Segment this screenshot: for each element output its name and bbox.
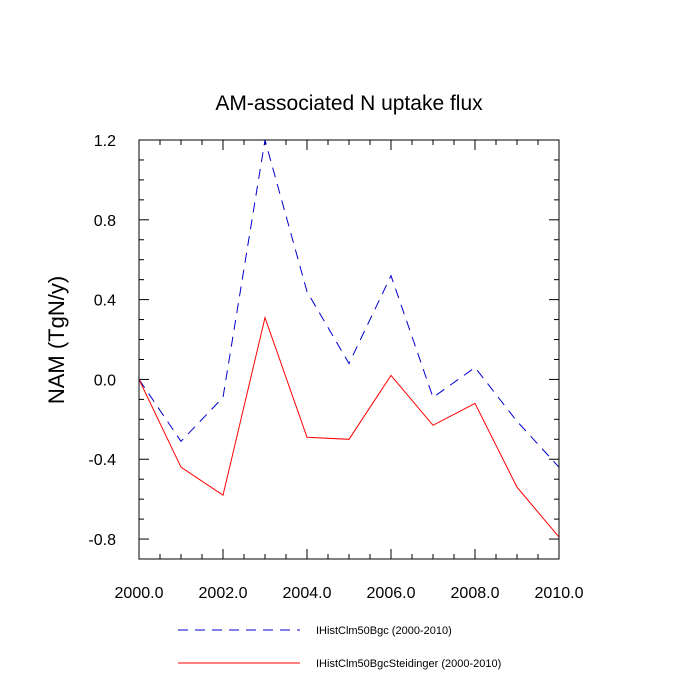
y-tick-label: 0.8 xyxy=(94,213,116,230)
y-tick-label: 1.2 xyxy=(94,133,116,150)
x-tick-label: 2004.0 xyxy=(283,585,332,602)
major-ticks xyxy=(138,139,560,559)
series-line-1 xyxy=(138,139,560,468)
x-tick-label: 2002.0 xyxy=(199,585,248,602)
series-line-2 xyxy=(138,315,560,538)
legend-label: IHistClm50BgcSteidinger (2000-2010) xyxy=(316,658,501,670)
x-tick-label: 2006.0 xyxy=(367,585,416,602)
series-layer xyxy=(138,139,560,538)
y-tick-label: -0.4 xyxy=(88,452,116,469)
legend: IHistClm50Bgc (2000-2010) IHistClm50BgcSt… xyxy=(178,625,501,670)
y-tick-label: 0.0 xyxy=(94,372,116,389)
x-tick-label: 2010.0 xyxy=(535,585,584,602)
y-tick-label: -0.8 xyxy=(88,532,116,549)
x-tick-labels: 2000.0 2002.0 2004.0 2006.0 2008.0 2010.0 xyxy=(115,585,584,602)
x-tick-label: 2000.0 xyxy=(115,585,164,602)
y-tick-label: 0.4 xyxy=(94,293,116,310)
y-axis-label: NAM (TgN/y) xyxy=(44,276,69,404)
plot-frame xyxy=(138,139,560,560)
minor-ticks xyxy=(139,140,559,560)
chart-title: AM-associated N uptake flux xyxy=(215,92,483,115)
legend-label: IHistClm50Bgc (2000-2010) xyxy=(316,625,452,637)
x-tick-label: 2008.0 xyxy=(451,585,500,602)
y-tick-labels: -0.8 -0.4 0.0 0.4 0.8 1.2 xyxy=(88,133,116,549)
